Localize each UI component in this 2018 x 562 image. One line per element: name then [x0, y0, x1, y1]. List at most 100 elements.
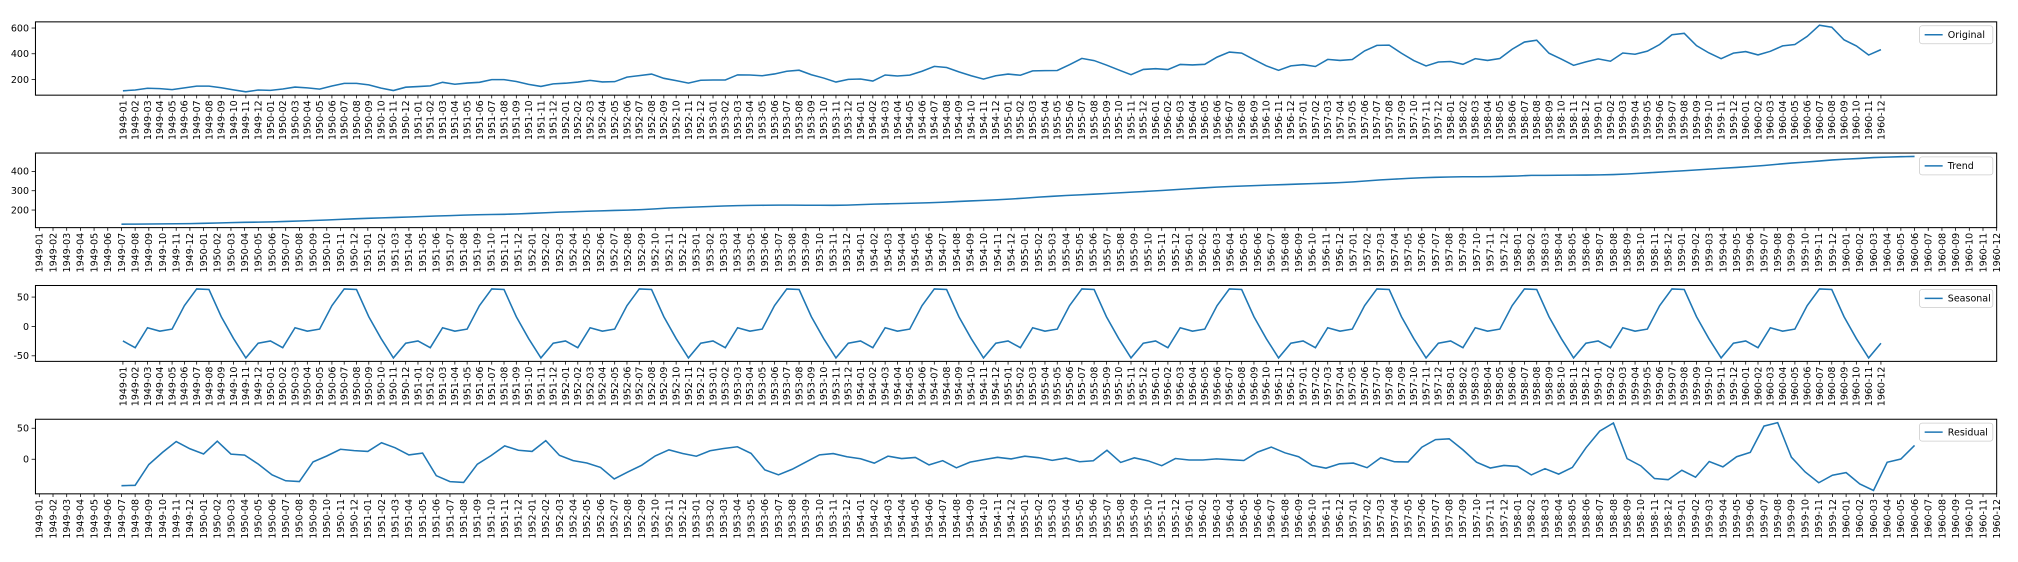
- x-tick-label: 1957-11: [1486, 499, 1497, 539]
- x-tick-label: 1959-05: [1732, 499, 1743, 539]
- x-tick-label: 1949-06: [103, 499, 114, 539]
- x-tick-label: 1960-07: [1815, 367, 1826, 407]
- x-tick-label: 1951-12: [514, 233, 525, 273]
- x-tick-label: 1953-12: [844, 367, 855, 407]
- x-tick-label: 1956-09: [1294, 233, 1305, 273]
- x-tick-label: 1956-11: [1321, 499, 1332, 539]
- x-tick-label: 1952-01: [527, 233, 538, 273]
- x-tick-label: 1949-09: [144, 499, 155, 539]
- x-tick-label: 1958-06: [1581, 233, 1592, 273]
- x-tick-label: 1954-04: [897, 233, 908, 273]
- x-tick-label: 1955-01: [1003, 100, 1014, 140]
- x-tick-label: 1954-05: [911, 499, 922, 539]
- x-tick-label: 1960-02: [1753, 100, 1764, 140]
- x-tick-label: 1959-09: [1787, 233, 1798, 273]
- x-tick-label: 1950-02: [278, 100, 289, 140]
- x-tick-label: 1952-06: [622, 100, 633, 140]
- x-tick-label: 1951-01: [363, 233, 374, 273]
- x-tick-label: 1956-01: [1184, 233, 1195, 273]
- x-tick-label: 1949-02: [131, 100, 142, 140]
- x-tick-label: 1957-10: [1409, 367, 1420, 407]
- x-tick-label: 1955-08: [1116, 233, 1127, 273]
- x-tick-label: 1951-02: [426, 100, 437, 140]
- legend-label: Original: [1948, 30, 1985, 41]
- x-tick-label: 1955-11: [1157, 233, 1168, 273]
- x-tick-label: 1960-08: [1937, 499, 1948, 539]
- x-tick-label: 1959-08: [1773, 499, 1784, 539]
- x-tick-label: 1950-02: [278, 367, 289, 407]
- x-tick-label: 1952-03: [555, 233, 566, 273]
- x-tick-label: 1951-03: [438, 100, 449, 140]
- x-tick-label: 1960-12: [1992, 233, 2003, 273]
- x-tick-label: 1958-09: [1622, 499, 1633, 539]
- x-tick-label: 1949-05: [167, 367, 178, 407]
- y-tick-label: 200: [11, 205, 29, 216]
- x-tick-label: 1954-08: [952, 233, 963, 273]
- x-tick-label: 1956-03: [1176, 100, 1187, 140]
- x-tick-label: 1958-08: [1609, 499, 1620, 539]
- x-tick-label: 1953-05: [758, 100, 769, 140]
- x-tick-label: 1960-05: [1790, 367, 1801, 407]
- x-tick-label: 1955-09: [1102, 367, 1113, 407]
- x-tick-label: 1953-06: [770, 100, 781, 140]
- x-tick-label: 1960-12: [1876, 367, 1887, 407]
- x-tick-label: 1955-09: [1102, 100, 1113, 140]
- x-tick-label: 1959-06: [1746, 233, 1757, 273]
- x-tick-label: 1958-08: [1609, 233, 1620, 273]
- x-tick-label: 1952-06: [622, 367, 633, 407]
- x-tick-label: 1958-11: [1569, 100, 1580, 140]
- x-tick-label: 1950-06: [327, 367, 338, 407]
- x-tick-label: 1949-04: [155, 100, 166, 140]
- x-tick-label: 1949-03: [62, 233, 73, 273]
- x-tick-label: 1952-08: [623, 499, 634, 539]
- x-tick-label: 1952-05: [582, 233, 593, 273]
- x-tick-label: 1958-05: [1568, 233, 1579, 273]
- x-tick-label: 1951-01: [413, 100, 424, 140]
- x-tick-label: 1950-03: [290, 100, 301, 140]
- x-tick-label: 1960-09: [1839, 367, 1850, 407]
- x-tick-label: 1957-09: [1397, 100, 1408, 140]
- x-tick-label: 1958-07: [1520, 100, 1531, 140]
- x-tick-label: 1951-08: [459, 233, 470, 273]
- x-tick-label: 1959-02: [1606, 367, 1617, 407]
- x-tick-label: 1950-03: [226, 233, 237, 273]
- x-tick-label: 1959-08: [1680, 100, 1691, 140]
- x-tick-label: 1957-10: [1472, 499, 1483, 539]
- x-tick-label: 1958-10: [1557, 100, 1568, 140]
- x-tick-label: 1950-01: [266, 367, 277, 407]
- x-tick-label: 1953-07: [782, 367, 793, 407]
- x-tick-label: 1959-09: [1692, 367, 1703, 407]
- x-tick-label: 1956-04: [1188, 100, 1199, 140]
- x-tick-label: 1953-11: [829, 233, 840, 273]
- x-tick-label: 1958-12: [1581, 100, 1592, 140]
- x-tick-label: 1958-06: [1581, 499, 1592, 539]
- x-tick-label: 1951-05: [462, 367, 473, 407]
- x-tick-label: 1953-06: [770, 367, 781, 407]
- x-tick-label: 1956-03: [1212, 499, 1223, 539]
- x-tick-label: 1952-10: [651, 499, 662, 539]
- x-tick-label: 1951-01: [363, 499, 374, 539]
- x-tick-label: 1959-12: [1828, 233, 1839, 273]
- legend: Seasonal: [1919, 288, 1994, 308]
- x-tick-label: 1958-11: [1650, 499, 1661, 539]
- x-tick-label: 1957-12: [1499, 233, 1510, 273]
- x-tick-label: 1953-09: [807, 100, 818, 140]
- x-tick-label: 1949-03: [143, 367, 154, 407]
- x-tick-label: 1960-05: [1896, 233, 1907, 273]
- x-tick-label: 1950-11: [389, 100, 400, 140]
- y-tick-label: 300: [11, 186, 29, 197]
- x-tick-label: 1953-08: [794, 100, 805, 140]
- x-tick-label: 1950-11: [336, 233, 347, 273]
- x-tick-label: 1952-11: [664, 499, 675, 539]
- x-tick-label: 1952-02: [573, 100, 584, 140]
- x-tick-label: 1957-05: [1348, 367, 1359, 407]
- x-tick-label: 1958-07: [1595, 233, 1606, 273]
- x-tick-label: 1955-08: [1089, 100, 1100, 140]
- x-tick-label: 1956-09: [1249, 100, 1260, 140]
- x-tick-label: 1958-04: [1483, 367, 1494, 407]
- x-tick-label: 1953-06: [760, 499, 771, 539]
- x-tick-label: 1959-11: [1814, 499, 1825, 539]
- x-tick-label: 1953-10: [815, 499, 826, 539]
- x-tick-label: 1954-10: [979, 233, 990, 273]
- x-tick-label: 1951-07: [487, 100, 498, 140]
